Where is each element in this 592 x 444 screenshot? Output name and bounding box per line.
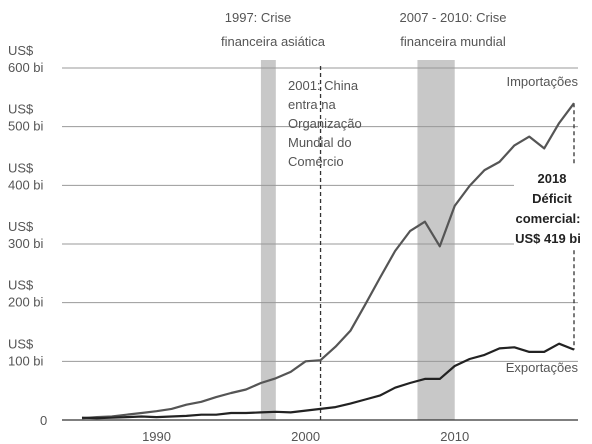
deficit-label-backdrop: [514, 166, 580, 250]
period-label-asia-2: financeira asiática: [221, 34, 326, 49]
y-tick-label-6: 0: [40, 413, 47, 428]
y-tick-label-2-b: 400 bi: [8, 177, 44, 192]
gridlines: US$ 600 bi US$ 500 bi US$ 400 bi US$ 300 bi US$ 2…: [8, 43, 578, 428]
series-label-exports: Exportações: [506, 360, 579, 375]
series-label-imports: Importações: [506, 74, 578, 89]
period-label-global-1: 2007 - 2010: Crise: [400, 10, 507, 25]
y-tick-label-2-a: US$: [8, 160, 34, 175]
deficit-label-line-2: Déficit: [532, 191, 572, 206]
y-tick-label-4-b: 200 bi: [8, 295, 44, 310]
axes: 1990 2000 2010: [62, 419, 578, 444]
y-tick-label-1-a: US$: [8, 102, 34, 117]
event-label-line-3: Organização: [288, 116, 362, 131]
deficit-annotation: [514, 103, 580, 350]
y-tick-label-1-b: 500 bi: [8, 119, 44, 134]
y-tick-label-5-a: US$: [8, 336, 34, 351]
deficit-label-line-4: US$ 419 bi: [515, 231, 581, 246]
event-label-line-1: 2001: China: [288, 78, 359, 93]
x-tick-label-1990: 1990: [142, 429, 171, 444]
period-label-asia-1: 1997: Crise: [225, 10, 291, 25]
y-tick-label-0-a: US$: [8, 43, 34, 58]
deficit-label-line-3: comercial:: [515, 211, 580, 226]
event-label-line-5: Comércio: [288, 154, 344, 169]
y-tick-label-5-b: 100 bi: [8, 353, 44, 368]
shaded-period-0: [260, 60, 276, 420]
x-tick-label-2010: 2010: [440, 429, 469, 444]
event-label-line-4: Mundial do: [288, 135, 352, 150]
deficit-label-line-1: 2018: [538, 171, 567, 186]
x-tick-label-2000: 2000: [291, 429, 320, 444]
series-line-exports: [81, 342, 575, 420]
event-label-line-2: entra na: [288, 97, 336, 112]
y-tick-label-3-b: 300 bi: [8, 236, 44, 251]
series-line-imports: [81, 102, 575, 420]
period-label-global-2: financeira mundial: [400, 34, 506, 49]
y-tick-label-3-a: US$: [8, 219, 34, 234]
shaded-periods: [260, 60, 455, 420]
y-tick-label-4-a: US$: [8, 278, 34, 293]
y-tick-label-0-b: 600 bi: [8, 60, 44, 75]
series-lines: [81, 102, 575, 420]
